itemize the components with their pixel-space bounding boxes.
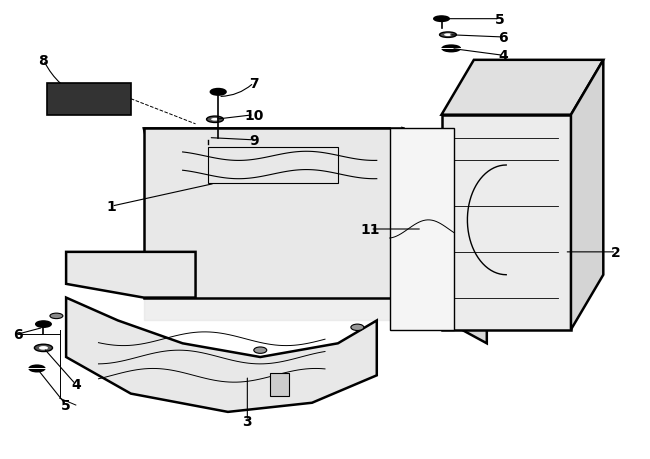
Ellipse shape [254,347,266,353]
Text: 5: 5 [61,398,71,412]
Ellipse shape [322,176,328,179]
Text: 7: 7 [249,77,259,90]
Ellipse shape [244,263,250,265]
Ellipse shape [211,118,219,121]
Text: 6: 6 [498,31,508,45]
Text: 4: 4 [498,49,508,63]
Ellipse shape [330,278,346,285]
Ellipse shape [442,46,460,52]
Ellipse shape [434,17,449,22]
Polygon shape [441,61,603,116]
Text: 2: 2 [612,245,621,259]
Ellipse shape [39,346,48,350]
Ellipse shape [444,34,452,37]
Ellipse shape [240,260,255,267]
Ellipse shape [29,365,45,372]
Text: 9: 9 [249,134,259,147]
Ellipse shape [317,174,333,181]
Polygon shape [66,298,377,412]
Ellipse shape [244,176,250,179]
Polygon shape [144,129,402,298]
Ellipse shape [34,344,53,352]
Ellipse shape [207,117,224,123]
Text: 6: 6 [13,327,22,341]
Ellipse shape [439,33,456,39]
Ellipse shape [50,313,63,319]
Ellipse shape [240,174,255,181]
Text: 1: 1 [107,200,116,214]
Polygon shape [144,129,402,207]
Text: 3: 3 [242,414,252,428]
Polygon shape [66,252,196,298]
Ellipse shape [335,280,341,283]
Polygon shape [441,116,571,330]
Polygon shape [390,129,454,330]
Text: 5: 5 [495,13,504,27]
Polygon shape [402,129,487,343]
Ellipse shape [202,135,215,141]
Text: 10: 10 [244,108,263,123]
Text: 11: 11 [361,223,380,236]
Polygon shape [270,373,289,396]
Text: 4: 4 [71,378,81,392]
Ellipse shape [351,325,364,331]
Polygon shape [47,84,131,116]
Polygon shape [571,61,603,330]
Ellipse shape [36,321,51,328]
Ellipse shape [211,90,226,96]
Text: 8: 8 [38,54,48,67]
